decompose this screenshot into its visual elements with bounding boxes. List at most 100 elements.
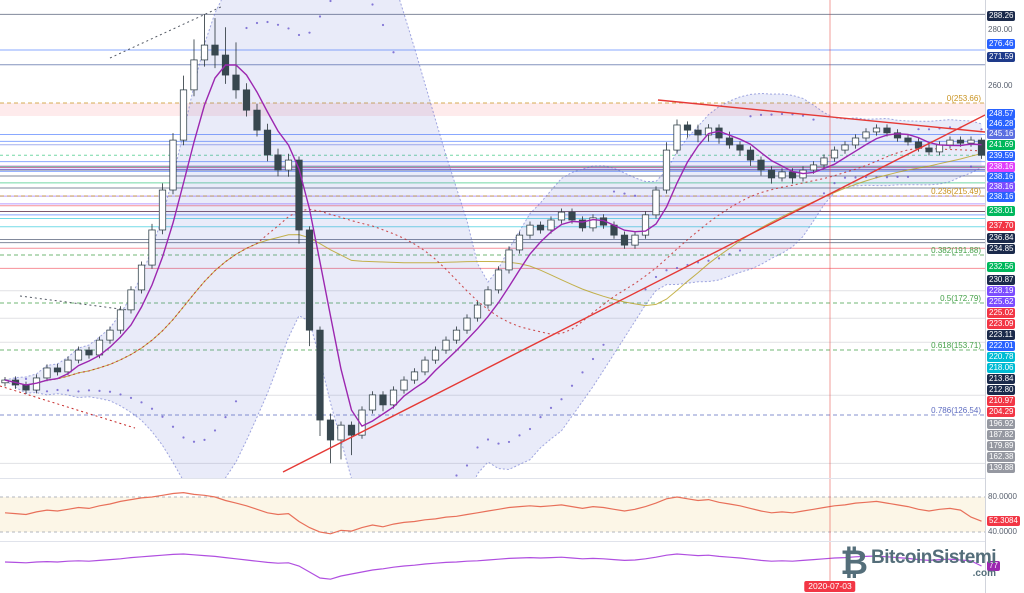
- price-badge: 271.59: [987, 52, 1016, 62]
- sar-dot: [476, 446, 479, 449]
- oscillator-pane[interactable]: [0, 542, 985, 584]
- sar-dot: [308, 31, 311, 34]
- candle-body: [442, 339, 450, 351]
- price-pane[interactable]: 0(253.66) 0.236(215.49) 0.382(191.88) 0.5(1…: [0, 0, 985, 478]
- candle-body: [473, 304, 482, 319]
- sar-dot: [780, 112, 784, 116]
- bollinger-lower: [4, 167, 982, 478]
- time-axis[interactable]: 2020-07-03: [0, 581, 985, 593]
- price-badge: 210.97: [987, 396, 1016, 406]
- candle-body: [809, 164, 818, 171]
- candle-body: [158, 189, 167, 231]
- price-badge: 213.84: [987, 374, 1016, 384]
- sar-dot: [171, 425, 175, 428]
- candle-body: [253, 109, 261, 131]
- sar-dot: [255, 21, 259, 25]
- price-badge: 228.19: [987, 286, 1016, 296]
- candle-body: [74, 349, 83, 361]
- sar-dot: [224, 416, 227, 419]
- sar-dot: [66, 389, 70, 392]
- candle-body: [347, 424, 356, 436]
- candle-body: [746, 149, 755, 161]
- candle-body: [431, 349, 440, 361]
- sar-dot: [759, 113, 763, 116]
- sar-dot: [24, 377, 28, 380]
- candle-body: [914, 141, 923, 149]
- price-badge: 196.92: [987, 419, 1016, 429]
- candle-body: [190, 59, 198, 91]
- candle-body: [568, 211, 576, 221]
- candle-body: [536, 224, 545, 231]
- price-badge: 77: [987, 561, 1000, 571]
- trend-line: [282, 114, 985, 473]
- candle-body: [757, 159, 765, 171]
- sar-dot: [738, 249, 742, 252]
- candle-body: [883, 127, 891, 134]
- candle-body: [421, 359, 429, 373]
- price-badge: 52.3084: [987, 516, 1020, 526]
- candle-body: [211, 44, 219, 56]
- price-badge: 225.62: [987, 297, 1016, 307]
- sar-dot: [182, 436, 185, 439]
- sar-dot: [507, 440, 511, 444]
- sar-dot: [203, 438, 206, 441]
- candle-body: [946, 139, 954, 146]
- candle-body: [557, 211, 566, 221]
- price-chart-canvas[interactable]: [0, 0, 985, 478]
- candle-body: [263, 129, 272, 156]
- candle-body: [956, 139, 965, 144]
- candle-body: [862, 131, 870, 139]
- price-badge: 245.16: [987, 129, 1016, 139]
- sar-dot: [318, 15, 322, 18]
- price-badge: 241.69: [987, 140, 1016, 150]
- candle-body: [578, 219, 587, 229]
- candle-body: [242, 89, 251, 111]
- candle-body: [169, 139, 177, 191]
- sar-dot: [486, 438, 490, 441]
- pane-separator[interactable]: [0, 478, 1024, 479]
- fib-level-label: 0.5(172.79): [940, 294, 981, 303]
- sar-dot: [591, 357, 595, 361]
- candle-body: [631, 234, 639, 246]
- sar-dot: [675, 266, 679, 270]
- candle-body: [715, 127, 723, 139]
- sar-dot: [633, 194, 637, 197]
- price-badge: 238.16: [987, 182, 1016, 192]
- sar-dot: [539, 416, 542, 419]
- price-badge: 239.59: [987, 151, 1016, 161]
- candle-body: [515, 234, 524, 251]
- candle-body: [148, 229, 156, 266]
- sar-dot: [266, 20, 269, 24]
- pane-separator[interactable]: [0, 541, 1024, 542]
- price-badge: 179.89: [987, 441, 1016, 451]
- bollinger-upper: [4, 0, 982, 381]
- candle-body: [305, 229, 314, 331]
- sar-dot: [329, 0, 332, 3]
- candle-body: [85, 349, 93, 356]
- oscillator-canvas[interactable]: [0, 542, 985, 584]
- price-badge: 276.46: [987, 39, 1016, 49]
- sar-dot: [885, 176, 889, 179]
- rsi-canvas[interactable]: [0, 479, 985, 541]
- candle-body: [295, 159, 303, 231]
- axis-tick-label: 260.00: [988, 81, 1013, 90]
- sar-dot: [581, 371, 584, 374]
- sar-dot: [140, 401, 143, 404]
- price-axis[interactable]: 288.26 280.00 276.46 271.59 260.00 248.57 246.…: [985, 0, 1024, 593]
- candle-body: [53, 367, 62, 373]
- sar-dot: [108, 390, 112, 393]
- sar-dot: [455, 474, 458, 477]
- price-badge: 223.09: [987, 319, 1016, 329]
- fib-level-label: 0.382(191.88): [931, 246, 981, 255]
- candle-body: [116, 309, 125, 331]
- rsi-pane[interactable]: [0, 479, 985, 541]
- candle-body: [284, 159, 293, 171]
- sar-dot: [150, 407, 154, 410]
- dotted-trend-line: [19, 295, 129, 311]
- sar-dot: [728, 253, 731, 256]
- candle-body: [400, 379, 408, 391]
- sar-dot: [896, 175, 899, 178]
- sar-dot: [927, 128, 931, 131]
- price-badge: 238.16: [987, 162, 1016, 172]
- candle-body: [851, 137, 860, 146]
